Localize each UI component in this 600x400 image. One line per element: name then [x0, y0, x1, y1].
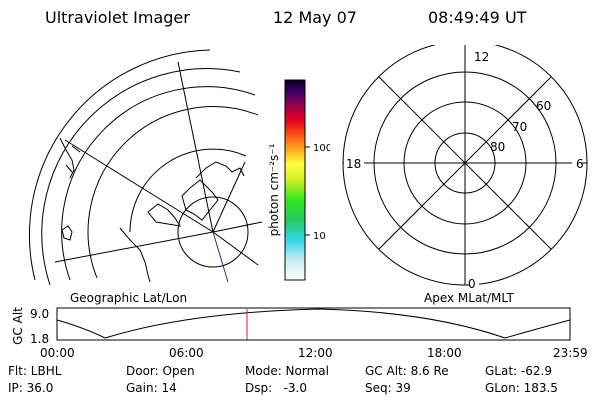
info-mode: Mode: Normal [245, 364, 329, 378]
mlt-label-6: 6 [576, 157, 584, 171]
altitude-plot-frame [56, 307, 571, 341]
time-label: 08:49:49 UT [428, 8, 527, 27]
coastline [147, 203, 182, 227]
polar-plot: 12 18 6 0 60 70 80 Apex MLat/MLT [342, 45, 588, 305]
lat-circle [177, 196, 249, 268]
altitude-xtick: 23:59 [553, 346, 588, 360]
mlt-label-12: 12 [474, 50, 489, 64]
polar-panel-label: Apex MLat/MLT [424, 291, 514, 305]
info-glat: GLat: -62.9 [485, 364, 552, 378]
info-filter: Flt: LBHL [8, 364, 62, 378]
info-gain: Gain: 14 [126, 381, 177, 395]
info-glon: GLon: 183.5 [485, 381, 558, 395]
meridian-line [212, 221, 263, 233]
colorbar-gradient [284, 79, 306, 281]
coastline [181, 179, 219, 221]
meridian-line [212, 231, 229, 283]
geo-panel-label: Geographic Lat/Lon [70, 291, 187, 305]
meridian-line [212, 161, 246, 233]
colorbar-tick: 10 [313, 231, 326, 242]
colorbar-tick: 100 [313, 143, 330, 154]
altitude-ytick: 1.8 [30, 332, 49, 346]
lat-arc [129, 148, 247, 233]
info-gc-alt: GC Alt: 8.6 Re [365, 364, 449, 378]
altitude-ylabel: GC Alt [11, 307, 25, 345]
altitude-xtick: 12:00 [298, 346, 333, 360]
lat-arc [41, 68, 241, 286]
mlt-label-18: 18 [346, 157, 361, 171]
meridian-line [177, 61, 214, 233]
colorbar: 100 10 photon cm⁻²s⁻¹ [267, 79, 330, 281]
lat-arc [87, 106, 259, 279]
app-title: Ultraviolet Imager [45, 8, 190, 27]
altitude-ytick: 9.0 [30, 307, 49, 321]
coastline [195, 161, 245, 179]
mlat-label-70: 70 [512, 120, 527, 134]
lat-arc [61, 86, 256, 281]
coastline [59, 137, 81, 179]
altitude-xtick: 06:00 [169, 346, 204, 360]
mlat-label-80: 80 [490, 140, 505, 154]
coastline [119, 227, 151, 283]
meridian-line [54, 231, 214, 263]
meridian-line [64, 139, 214, 233]
info-door: Door: Open [126, 364, 195, 378]
altitude-xtick: 18:00 [427, 346, 462, 360]
meridian-line [212, 231, 259, 266]
colorbar-unit-label: photon cm⁻²s⁻¹ [267, 143, 281, 236]
date-label: 12 May 07 [273, 8, 357, 27]
altitude-curve [56, 308, 571, 339]
altitude-xtick: 00:00 [40, 346, 75, 360]
altitude-plot: 9.0 1.8 GC Alt 00:00 06:00 12:00 18:00 2… [11, 307, 588, 360]
info-ip: IP: 36.0 [8, 381, 54, 395]
coastline [61, 225, 73, 241]
info-dsp: Dsp: -3.0 [245, 381, 308, 395]
mlt-label-0: 0 [468, 277, 476, 291]
lat-arc [28, 49, 211, 281]
mlat-label-60: 60 [536, 99, 551, 113]
info-seq: Seq: 39 [365, 381, 411, 395]
